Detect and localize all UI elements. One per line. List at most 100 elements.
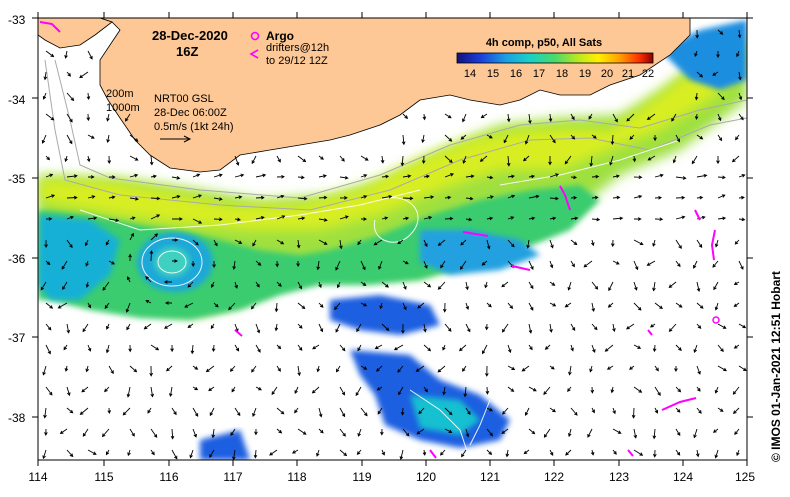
current-arrow: [276, 344, 282, 350]
current-arrow: [486, 302, 492, 308]
current-arrow: [271, 386, 278, 396]
current-arrow: [442, 386, 446, 396]
lon-tick-label: 125: [735, 470, 755, 484]
current-arrow: [437, 365, 446, 373]
current-arrow: [381, 449, 385, 456]
current-arrow: [66, 239, 73, 249]
current-arrow: [297, 428, 307, 435]
current-arrow: [297, 302, 306, 310]
current-arrow: [43, 407, 47, 419]
current-arrow: [147, 407, 152, 414]
current-arrow: [463, 386, 468, 398]
current-arrow: [654, 386, 661, 397]
current-arrow: [150, 214, 161, 220]
current-arrow: [714, 386, 719, 394]
current-arrow: [567, 428, 572, 438]
current-arrow: [633, 344, 642, 349]
current-arrow: [339, 155, 345, 162]
current-arrow: [612, 407, 616, 415]
current-arrow: [172, 217, 183, 221]
current-arrow: [205, 365, 215, 373]
current-arrow: [738, 365, 747, 372]
current-arrow: [397, 239, 404, 245]
lat-axis: -33 -34 -35 -36 -37 -38: [8, 13, 26, 425]
current-arrow: [675, 134, 680, 143]
current-arrow: [149, 155, 154, 166]
current-arrow: [543, 428, 551, 438]
colorbar-tick-label: 14: [464, 68, 476, 80]
current-arrow: [255, 195, 265, 200]
current-arrow: [255, 344, 261, 353]
current-arrow: [423, 215, 433, 220]
current-arrow: [612, 195, 621, 200]
plot-frame: [37, 17, 748, 461]
current-arrow: [738, 260, 744, 270]
current-arrow: [654, 302, 663, 310]
current-arrow: [695, 449, 700, 458]
current-arrow: [549, 216, 557, 221]
current-arrow: [647, 155, 656, 161]
current-arrow: [486, 407, 494, 412]
map-time-title: 16Z: [176, 44, 198, 59]
colorbar-ticks: 14 15 16 17 18 19 20 21 22: [464, 68, 654, 80]
current-arrow: [528, 260, 534, 270]
current-arrow: [549, 239, 554, 249]
current-arrow: [45, 344, 51, 355]
current-arrow: [192, 218, 203, 224]
current-arrow: [528, 194, 540, 199]
current-arrow: [232, 260, 236, 270]
current-arrow: [568, 365, 572, 376]
current-arrow: [507, 216, 515, 220]
current-arrow: [276, 239, 285, 245]
current-arrow: [524, 134, 530, 145]
current-arrow: [149, 250, 154, 262]
current-arrow: [170, 428, 175, 440]
current-arrow: [105, 344, 110, 354]
current-arrow: [339, 344, 346, 352]
current-arrow: [738, 92, 743, 101]
current-arrow: [143, 323, 152, 330]
current-arrow: [421, 134, 425, 144]
current-arrow: [654, 407, 659, 414]
current-arrow: [360, 195, 368, 199]
current-arrow: [633, 302, 642, 311]
land-cape: [38, 18, 113, 49]
current-arrow: [254, 428, 258, 436]
current-arrow: [633, 239, 644, 246]
current-arrow: [190, 344, 195, 355]
current-arrow: [339, 196, 348, 200]
current-arrow: [570, 323, 576, 331]
current-arrow: [570, 134, 576, 140]
current-arrow: [736, 50, 740, 58]
current-arrow: [442, 344, 446, 351]
current-arrow: [486, 216, 494, 221]
current-arrow: [164, 323, 173, 329]
current-arrow: [150, 233, 159, 241]
current-arrow: [85, 260, 89, 267]
current-arrow: [444, 323, 452, 332]
current-arrow: [439, 449, 446, 456]
current-arrow: [252, 239, 257, 247]
current-arrow: [213, 173, 223, 178]
current-arrow: [126, 386, 131, 398]
current-arrow: [736, 449, 740, 457]
current-arrow: [229, 365, 236, 372]
current-arrow: [591, 281, 599, 290]
current-arrow: [297, 196, 308, 201]
sst-blue-plume-1: [330, 295, 440, 335]
current-arrow: [733, 281, 740, 285]
drifter-track: [627, 449, 634, 457]
current-arrow: [64, 155, 68, 163]
lon-tick-label: 116: [159, 470, 178, 484]
current-arrow: [102, 281, 110, 291]
current-arrow: [507, 174, 515, 179]
current-arrow: [714, 302, 719, 311]
current-arrow: [610, 134, 615, 146]
current-arrow: [486, 239, 491, 250]
lon-tick-label: 123: [609, 470, 629, 484]
current-arrow: [733, 344, 740, 349]
current-arrow: [45, 302, 54, 309]
current-arrow: [402, 302, 407, 311]
current-arrow: [612, 260, 620, 265]
current-arrow: [696, 365, 701, 375]
